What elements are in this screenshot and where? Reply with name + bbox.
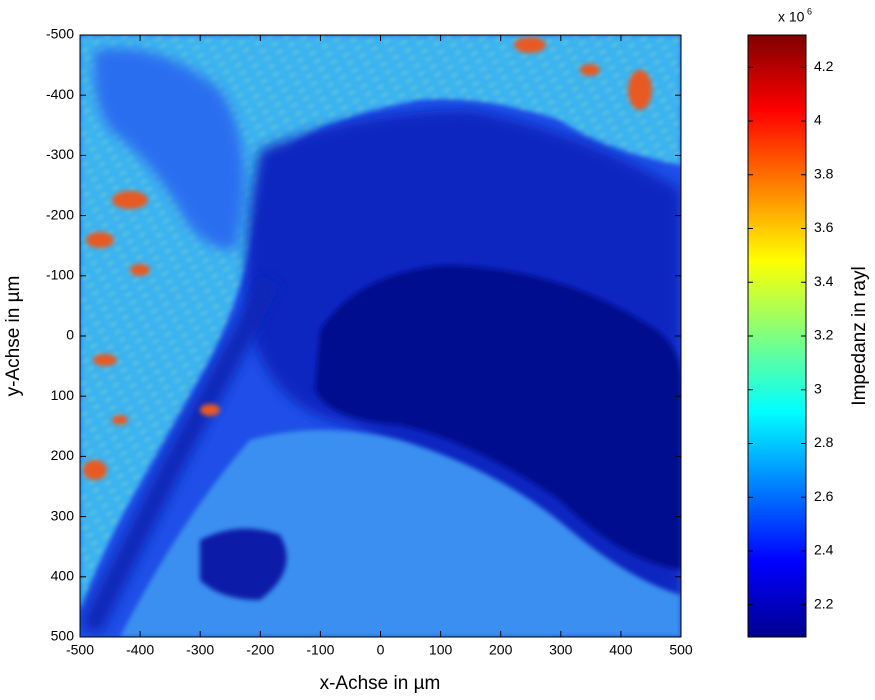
colorbar-tick-label: 2.6 [814, 488, 834, 504]
x-tick-label: 400 [609, 642, 633, 658]
y-tick-label: -400 [46, 86, 74, 102]
colorbar-tick-label: 3.2 [814, 327, 834, 343]
colorbar-tick-label: 2.8 [814, 434, 834, 450]
y-tick-label: 200 [51, 447, 75, 463]
colorbar-exponent: 6 [807, 6, 812, 16]
colorbar-tick-label: 2.2 [814, 595, 834, 611]
colorbar [747, 34, 807, 638]
colorbar-tick-label: 3 [814, 380, 822, 396]
colorbar-tick-label: 3.8 [814, 165, 834, 181]
y-tick-label: 400 [51, 568, 75, 584]
colorbar-tick-label: 3.6 [814, 219, 834, 235]
colorbar-multiplier: x 10 [778, 9, 805, 25]
y-tick-label: 100 [51, 387, 75, 403]
heatmap-image [80, 35, 681, 637]
x-tick-label: -100 [306, 642, 334, 658]
x-tick-label: 300 [549, 642, 573, 658]
y-tick-label: -100 [46, 267, 74, 283]
x-tick-label: 500 [669, 642, 693, 658]
y-tick-label: -300 [46, 146, 74, 162]
x-tick-label: -300 [186, 642, 214, 658]
x-tick-label: 0 [377, 642, 385, 658]
x-tick-label: -400 [126, 642, 154, 658]
colorbar-tick-label: 4 [814, 112, 822, 128]
x-tick-label: -500 [66, 642, 94, 658]
y-axis-title: y-Achse in µm [3, 276, 24, 397]
y-tick-label: 500 [51, 628, 75, 644]
y-tick-label: 300 [51, 507, 75, 523]
x-axis-title: x-Achse in µm [320, 673, 441, 694]
y-tick-label: -500 [46, 26, 74, 42]
colorbar-tick-label: 3.4 [814, 273, 834, 289]
x-tick-label: -200 [246, 642, 274, 658]
x-tick-label: 100 [429, 642, 453, 658]
colorbar-tick-label: 4.2 [814, 58, 834, 74]
x-tick-label: 200 [489, 642, 513, 658]
colorbar-tick-label: 2.4 [814, 542, 834, 558]
colorbar-title: Impedanz in rayl [849, 266, 870, 405]
y-tick-label: 0 [66, 327, 74, 343]
y-tick-label: -200 [46, 206, 74, 222]
